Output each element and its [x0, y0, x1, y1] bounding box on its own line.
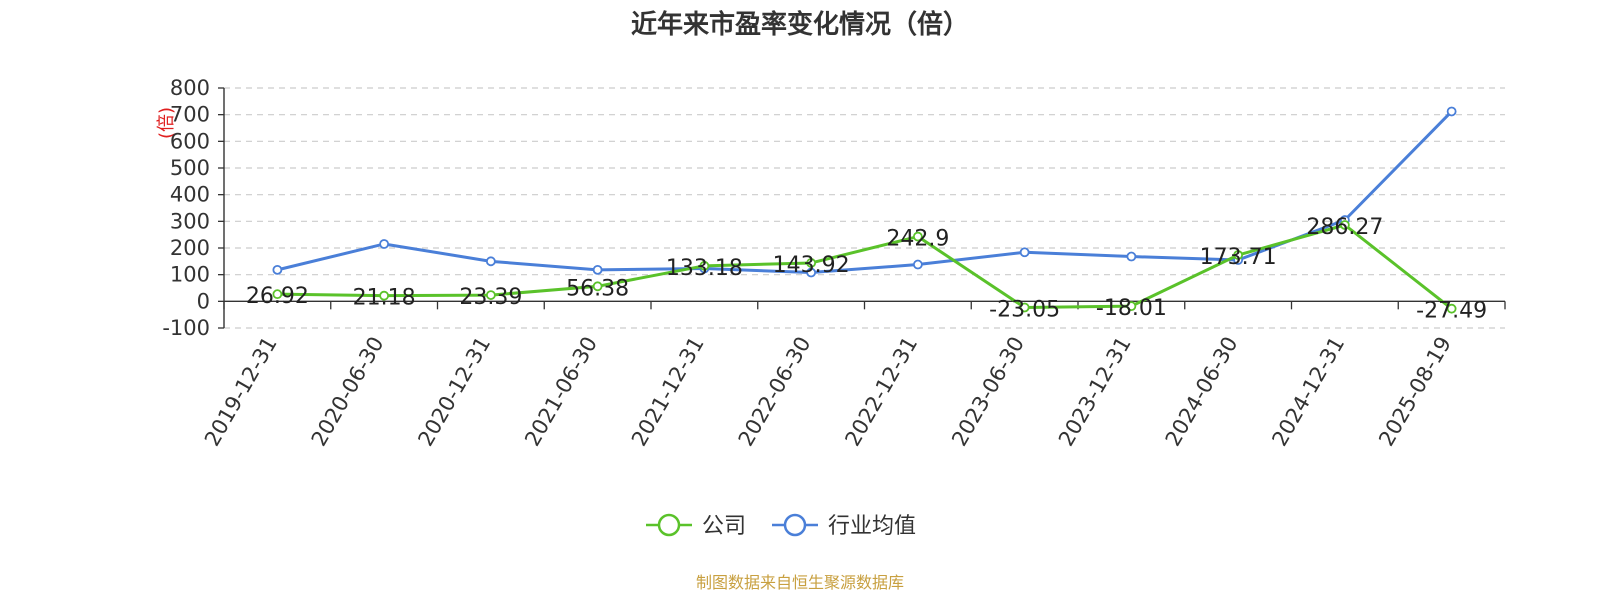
x-tick-label: 2024-12-31: [1267, 333, 1349, 451]
industry-series-line: [277, 110, 1453, 275]
x-tick-label: 2020-06-30: [307, 333, 389, 451]
data-label: 242.9: [886, 227, 949, 252]
data-label: 56.38: [566, 276, 629, 301]
x-tick-label: 2022-06-30: [734, 333, 816, 451]
company-point: [806, 258, 817, 268]
y-tick-label: 700: [170, 103, 210, 127]
y-tick-label: 500: [170, 156, 210, 180]
legend-industry-item[interactable]: 行业均值: [772, 513, 916, 539]
company-point: [912, 231, 923, 242]
y-tick-label: 800: [170, 76, 210, 100]
company-point: [592, 281, 603, 292]
y-axis-unit-label: (倍): [156, 107, 177, 139]
y-tick-label: 200: [170, 236, 210, 260]
grid-lines: [224, 87, 1505, 329]
industry-point: [912, 259, 923, 270]
x-tick-label: 2023-12-31: [1054, 333, 1136, 451]
chart-title: 近年来市盈率变化情况（倍）: [631, 9, 969, 40]
x-tick-label: 2021-06-30: [520, 333, 602, 451]
x-tick-label: 2025-08-19: [1374, 333, 1456, 451]
company-point: [272, 289, 283, 300]
legend-company-item[interactable]: 公司: [646, 513, 746, 539]
company-point: [1233, 250, 1244, 260]
company-point: [1019, 302, 1030, 313]
company-point: [699, 260, 710, 271]
y-tick-label: 0: [197, 289, 210, 313]
legend-industry-label: 行业均值: [828, 514, 916, 539]
data-label: -23.05: [989, 297, 1060, 322]
y-tick-label: 300: [170, 209, 210, 233]
data-labels: 26.92 21.18 23.39 56.38 133.18 143.92 242.9 -23…: [246, 215, 1487, 324]
y-tick-label: -100: [162, 316, 210, 340]
data-label: 143.92: [773, 253, 850, 278]
data-label: -27.49: [1416, 299, 1487, 324]
company-point: [379, 290, 390, 301]
industry-point: [485, 256, 496, 267]
data-label: 23.39: [459, 285, 522, 310]
data-label: 173.71: [1200, 245, 1277, 270]
legend[interactable]: 公司 行业均值: [646, 513, 916, 539]
company-point: [1126, 301, 1137, 312]
data-label: 286.27: [1306, 215, 1383, 240]
industry-point: [806, 267, 817, 278]
data-label: 133.18: [666, 256, 743, 281]
company-point: [485, 290, 496, 300]
x-tick-label: 2022-12-31: [840, 333, 922, 451]
x-tick-label: 2023-06-30: [947, 333, 1029, 451]
industry-point: [592, 264, 603, 275]
legend-company-label: 公司: [702, 514, 746, 539]
y-tick-label: 400: [170, 183, 210, 207]
data-label: 26.92: [246, 284, 309, 309]
legend-industry-swatch-marker: [783, 513, 807, 537]
data-label: -18.01: [1096, 296, 1167, 321]
x-axis-ticks: 2019-12-31 2020-06-30 2020-12-31 2021-06-30…: [200, 333, 1456, 451]
industry-point: [1019, 247, 1030, 258]
industry-point: [379, 239, 390, 249]
y-tick-label: 600: [170, 129, 210, 153]
company-series-line: [277, 223, 1453, 310]
x-tick-label: 2021-12-31: [627, 333, 709, 451]
x-tick-label: 2019-12-31: [200, 333, 282, 451]
source-note: 制图数据来自恒生聚源数据库: [696, 573, 904, 592]
data-label: 21.18: [353, 286, 416, 311]
company-point: [1446, 303, 1457, 314]
legend-company-swatch-marker: [657, 513, 681, 537]
industry-point: [272, 264, 283, 275]
series-layer: [272, 106, 1457, 314]
x-tick-label: 2020-12-31: [413, 333, 495, 451]
y-tick-label: 100: [170, 263, 210, 287]
industry-point: [1126, 251, 1137, 262]
x-tick-label: 2024-06-30: [1161, 333, 1243, 451]
company-point: [1339, 220, 1350, 230]
axes: [218, 87, 1506, 329]
industry-point: [1446, 106, 1457, 117]
